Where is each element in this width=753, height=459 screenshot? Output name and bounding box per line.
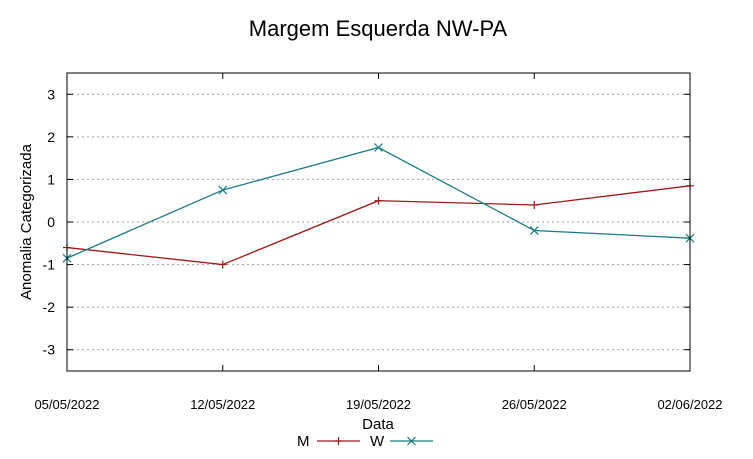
y-tick-label: -3 xyxy=(43,342,56,358)
x-tick-label: 19/05/2022 xyxy=(346,397,411,412)
y-tick-label: 2 xyxy=(47,129,55,145)
data-point-M xyxy=(374,196,383,205)
y-tick-label: 0 xyxy=(47,214,55,230)
legend-label-M: M xyxy=(297,433,310,450)
chart-title: Margem Esquerda NW-PA xyxy=(249,16,508,41)
x-tick-label: 05/05/2022 xyxy=(34,397,99,412)
y-tick-label: -1 xyxy=(43,257,56,273)
x-tick-label: 02/06/2022 xyxy=(657,397,722,412)
data-point-W xyxy=(218,185,228,195)
x-axis-label: Data xyxy=(362,416,394,433)
data-point-M xyxy=(218,260,227,269)
series-layer xyxy=(62,143,695,269)
legend-marker-M xyxy=(334,437,343,445)
y-tick-label: -2 xyxy=(43,299,56,315)
y-tick-label: 3 xyxy=(47,86,55,102)
x-tick-label: 26/05/2022 xyxy=(502,397,567,412)
data-point-W xyxy=(529,226,539,235)
data-point-W xyxy=(374,143,383,152)
grid-lines xyxy=(67,93,690,351)
legend-label-W: W xyxy=(370,433,385,450)
legend-marker-W xyxy=(407,436,416,446)
y-tick-label: 1 xyxy=(47,171,55,187)
data-point-M xyxy=(530,200,539,209)
x-tick-label: 12/05/2022 xyxy=(190,397,255,412)
y-axis-label: Anomalia Categorizada xyxy=(18,143,35,300)
y-axis: -3 -2 -1 0 1 2 3 xyxy=(43,86,690,358)
x-axis: 05/05/2022 12/05/2022 19/05/2022 26/05/2022… xyxy=(34,73,723,412)
